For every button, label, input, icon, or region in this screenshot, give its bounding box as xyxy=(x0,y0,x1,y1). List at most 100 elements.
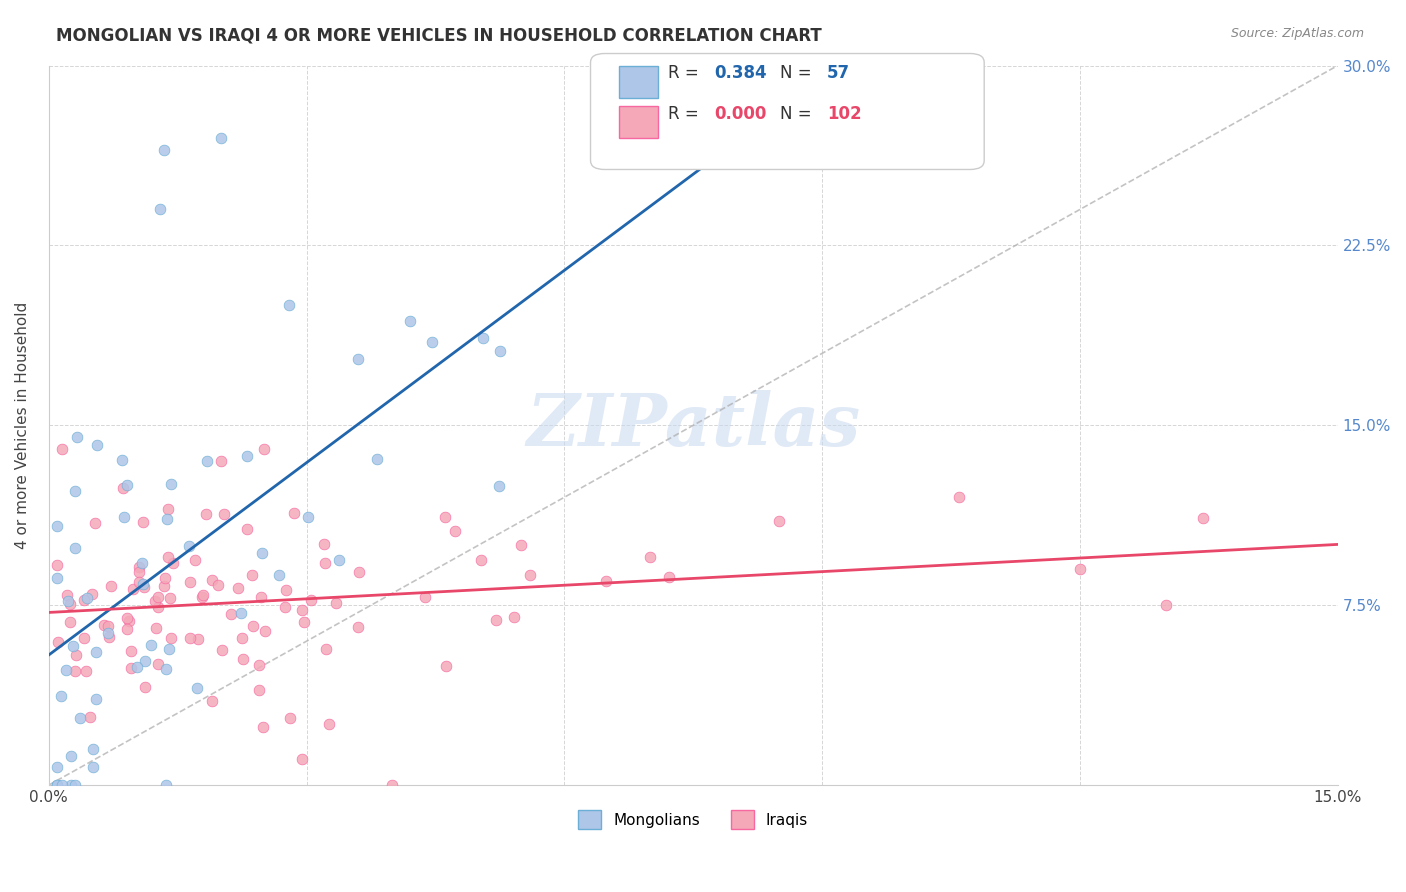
Point xyxy=(134,654,156,668)
Point xyxy=(97,619,120,633)
Point xyxy=(231,631,253,645)
Point xyxy=(219,607,242,621)
Point xyxy=(948,490,970,504)
Point xyxy=(485,613,508,627)
Point xyxy=(444,524,467,538)
Point xyxy=(197,454,219,468)
Point xyxy=(347,352,370,367)
Point xyxy=(195,507,218,521)
Point xyxy=(201,694,224,708)
Point xyxy=(267,568,290,582)
Point xyxy=(100,579,122,593)
Point xyxy=(232,652,254,666)
Point xyxy=(46,760,69,774)
Point xyxy=(472,331,495,345)
Point xyxy=(249,590,271,604)
Point xyxy=(111,453,134,467)
Point xyxy=(212,507,235,521)
Point xyxy=(56,588,79,602)
Point xyxy=(768,514,790,528)
Point xyxy=(79,710,101,724)
Point xyxy=(63,664,86,678)
Point xyxy=(112,510,135,524)
Point xyxy=(177,539,200,553)
Point xyxy=(242,619,264,633)
Point xyxy=(252,442,274,457)
Text: N =: N = xyxy=(780,104,817,122)
Point xyxy=(134,681,156,695)
Point xyxy=(128,559,150,574)
Point xyxy=(84,516,107,530)
Point xyxy=(46,635,69,649)
Point xyxy=(112,481,135,495)
Point xyxy=(62,639,84,653)
Point xyxy=(153,579,176,593)
Point xyxy=(420,335,443,350)
Point xyxy=(297,510,319,524)
Point xyxy=(162,556,184,570)
Point xyxy=(347,565,370,579)
Point xyxy=(125,660,148,674)
Point xyxy=(278,298,301,312)
Point xyxy=(153,143,176,157)
Point xyxy=(132,577,155,591)
Point xyxy=(433,510,456,524)
Point xyxy=(510,538,533,552)
Point xyxy=(193,588,215,602)
Point xyxy=(115,622,138,636)
Point xyxy=(46,571,69,585)
Point xyxy=(115,611,138,625)
Text: 0.384: 0.384 xyxy=(714,64,766,82)
Point xyxy=(76,591,98,605)
Text: 0.000: 0.000 xyxy=(714,104,766,122)
Point xyxy=(160,632,183,646)
Point xyxy=(283,506,305,520)
Point xyxy=(250,546,273,560)
Point xyxy=(66,430,89,444)
Point xyxy=(82,760,104,774)
Text: N =: N = xyxy=(780,64,817,82)
Point xyxy=(595,574,617,588)
Point xyxy=(86,438,108,452)
Point xyxy=(49,689,72,703)
Text: R =: R = xyxy=(668,64,704,82)
Point xyxy=(290,751,312,765)
Point xyxy=(229,607,252,621)
Point xyxy=(236,522,259,536)
Point xyxy=(503,610,526,624)
Point xyxy=(121,582,143,596)
Point xyxy=(51,778,73,792)
Point xyxy=(236,449,259,463)
Point xyxy=(488,478,510,492)
Point xyxy=(325,596,347,610)
Point xyxy=(51,442,73,457)
Point xyxy=(65,648,87,662)
Y-axis label: 4 or more Vehicles in Household: 4 or more Vehicles in Household xyxy=(15,301,30,549)
Point xyxy=(73,593,96,607)
Point xyxy=(157,641,180,656)
Point xyxy=(157,549,180,564)
Point xyxy=(132,580,155,594)
Point xyxy=(84,645,107,659)
Point xyxy=(156,512,179,526)
Point xyxy=(63,778,86,792)
Point xyxy=(63,541,86,555)
Point xyxy=(1192,510,1215,524)
Point xyxy=(247,658,270,673)
Point xyxy=(1154,598,1177,612)
Point xyxy=(315,642,337,657)
Point xyxy=(274,600,297,615)
Point xyxy=(80,587,103,601)
Text: 57: 57 xyxy=(827,64,849,82)
Point xyxy=(59,749,82,764)
Point xyxy=(201,573,224,587)
Point xyxy=(247,682,270,697)
Point xyxy=(55,663,77,677)
Point xyxy=(292,615,315,629)
Point xyxy=(489,343,512,358)
Point xyxy=(381,778,404,792)
Point xyxy=(132,515,155,529)
Point xyxy=(115,478,138,492)
Point xyxy=(211,642,233,657)
Point xyxy=(399,314,422,328)
